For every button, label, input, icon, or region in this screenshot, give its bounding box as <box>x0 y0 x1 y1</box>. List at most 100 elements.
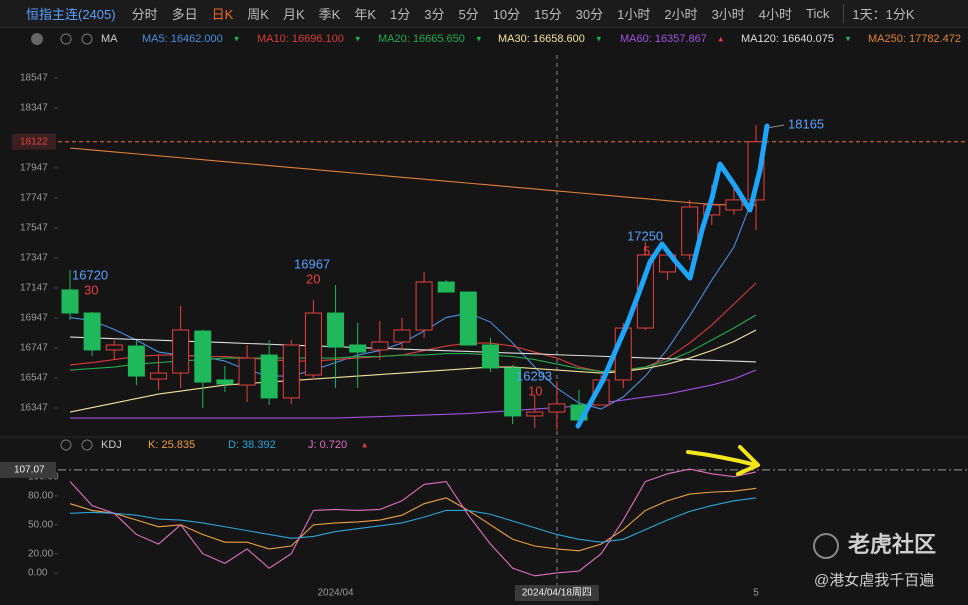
close-icon[interactable] <box>81 33 93 45</box>
last-price-box <box>12 133 56 150</box>
y-tick-label: 0.00 <box>28 568 48 579</box>
marker-label: 107.07 <box>14 465 45 476</box>
y-tick-label: 17947 <box>20 163 48 174</box>
series-line <box>70 369 757 419</box>
tab[interactable]: 日K <box>211 7 234 22</box>
candle-body <box>327 312 345 348</box>
hand-drawn-arrow <box>686 445 760 476</box>
candle-body <box>105 344 123 351</box>
indicator-label: MA <box>101 33 118 45</box>
legend-trend: ▾ <box>356 33 361 43</box>
watermark-brand: 老虎社区 <box>847 532 936 557</box>
tab[interactable]: Tick <box>806 6 830 21</box>
legend-trend: ▾ <box>597 33 602 43</box>
extreme-label: 16293 <box>516 368 552 383</box>
extreme-label: 18165 <box>788 116 824 131</box>
symbol[interactable]: 恒指主连(2405) <box>26 7 116 22</box>
tab[interactable]: 10分 <box>492 7 521 22</box>
marker-box <box>0 461 56 478</box>
crosshair-date-box <box>514 585 599 601</box>
extreme-count: 10 <box>528 383 542 398</box>
extreme-count: 20 <box>306 271 320 286</box>
y-tick-label: 16347 <box>20 403 48 414</box>
y-tick-label: 16547 <box>20 373 48 384</box>
tab[interactable]: 30分 <box>575 7 604 22</box>
series-line <box>69 329 757 413</box>
tab[interactable]: 多日 <box>171 7 198 22</box>
tab[interactable]: 1分 <box>389 7 411 22</box>
y-tick-label: 18547 <box>20 73 48 84</box>
candle-body <box>681 206 699 256</box>
y-tick-label: 18347 <box>20 103 48 114</box>
watermark-logo <box>813 533 839 559</box>
y-tick-label: 16947 <box>20 313 48 324</box>
candle-body <box>415 281 433 331</box>
candle-body <box>504 367 522 417</box>
candle-body <box>260 354 278 399</box>
tab[interactable]: 年K <box>354 7 376 22</box>
x-tick-label: 2024/04/18周四 <box>522 587 592 599</box>
series-line <box>69 468 757 577</box>
legend-entry: MA120: 16640.075 <box>741 33 834 45</box>
legend-trend: ▴ <box>719 33 724 43</box>
candle-body <box>282 344 300 399</box>
close-icon[interactable] <box>81 439 93 451</box>
legend-trend: ▾ <box>477 33 482 43</box>
tab[interactable]: 15分 <box>534 7 562 22</box>
y-tick-label: 17747 <box>20 193 48 204</box>
tab[interactable]: 周K <box>247 7 269 22</box>
x-tick-label: 5 <box>753 588 759 599</box>
y-tick-label: 16747 <box>20 343 48 354</box>
annotation-leader <box>766 124 785 129</box>
tab[interactable]: 1小时 <box>617 7 651 22</box>
settings-icon[interactable] <box>60 439 72 451</box>
background <box>0 28 968 605</box>
extreme-label: 16720 <box>72 267 108 282</box>
candle-body <box>526 411 544 417</box>
candle-body <box>725 199 743 211</box>
legend-entry: MA20: 16665.650 <box>378 33 465 45</box>
tab[interactable]: 3分 <box>424 7 445 22</box>
extreme-label: 17250 <box>627 228 663 243</box>
candle-body <box>216 379 234 385</box>
y-tick-label: 20.00 <box>28 548 53 559</box>
last-price-label: 18122 <box>20 136 48 147</box>
tab[interactable]: 5分 <box>458 7 479 22</box>
series-line <box>69 147 757 206</box>
y-tick-label: 17347 <box>20 253 48 264</box>
candle-body <box>127 345 145 377</box>
tab[interactable]: 4小时 <box>758 7 793 22</box>
legend-trend: ▾ <box>846 33 851 43</box>
collapse-icon[interactable] <box>31 33 43 45</box>
y-tick-label: 50.00 <box>28 519 53 530</box>
legend-entry: MA10: 16696.100 <box>257 33 344 45</box>
tab[interactable]: 3小时 <box>711 7 745 22</box>
y-tick-label: 17547 <box>20 223 48 234</box>
candle-body <box>548 403 566 413</box>
legend-trend: ▾ <box>234 33 239 43</box>
y-tick-label: 17147 <box>20 283 48 294</box>
legend-entry: J: 0.720 <box>308 439 347 451</box>
x-tick-label: 2024/04 <box>317 588 354 599</box>
interval-dropdown[interactable]: 1天：1分K <box>843 4 915 23</box>
indicator-label: KDJ <box>101 439 122 451</box>
legend-entry: MA250: 17782.472 <box>868 33 961 45</box>
tab[interactable]: 季K <box>318 7 341 22</box>
settings-icon[interactable] <box>60 33 72 45</box>
legend-entry: MA60: 16357.867 <box>620 33 707 45</box>
candle-body <box>194 330 212 383</box>
series-line <box>69 497 757 543</box>
tab[interactable]: 月K <box>282 7 305 22</box>
series-line <box>69 487 757 552</box>
tab[interactable]: 2小时 <box>664 7 698 22</box>
legend-trend: ▴ <box>362 439 367 449</box>
candle-body <box>304 312 322 376</box>
candle-body <box>83 312 101 351</box>
legend-entry: K: 25.835 <box>148 439 195 451</box>
y-tick-label: 80.00 <box>28 491 53 502</box>
tab[interactable]: 分时 <box>131 7 158 22</box>
hand-drawn-stroke <box>575 123 770 429</box>
extreme-count: 30 <box>84 282 98 297</box>
